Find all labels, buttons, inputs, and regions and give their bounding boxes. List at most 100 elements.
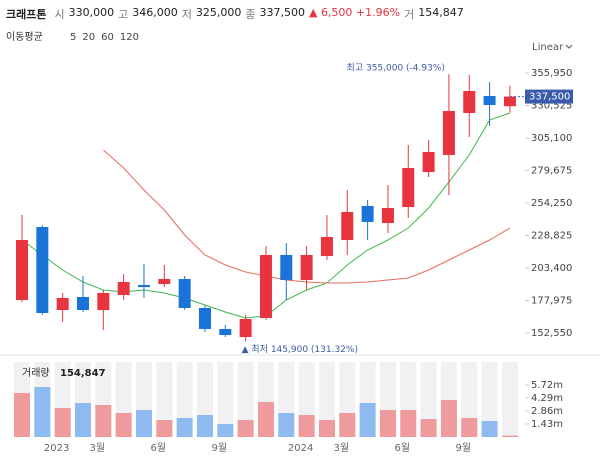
candle-body	[300, 254, 313, 280]
volume-bar	[95, 405, 112, 437]
y-tick-label: 2.86m	[531, 406, 563, 417]
candle-body	[259, 254, 272, 319]
candle-body	[361, 205, 374, 223]
volume-column-bg	[318, 362, 335, 437]
y-tick-label: 330,525	[531, 100, 572, 111]
price-value: 346,000	[132, 6, 178, 19]
x-tick-label: 2023	[44, 443, 69, 454]
volume-column-bg	[481, 362, 498, 437]
volume-bar	[14, 393, 30, 437]
volume-bar	[440, 400, 457, 437]
legend-entry: 60	[101, 32, 114, 43]
candle-body	[117, 281, 130, 295]
candle-body	[219, 328, 232, 335]
price-value: 337,500	[259, 6, 305, 19]
price-label: 시	[54, 8, 65, 21]
legend-entry: 120	[120, 32, 139, 43]
x-tick-label: 9월	[212, 442, 228, 454]
candle-body	[483, 96, 496, 106]
candle-body	[239, 318, 252, 337]
volume-bar	[420, 419, 437, 437]
volume-bar	[318, 420, 335, 437]
candle-body	[56, 297, 69, 311]
y-tick-label: 355,950	[531, 68, 572, 79]
volume-bar	[217, 424, 234, 437]
volume-bar	[461, 418, 478, 437]
candle-body	[422, 151, 435, 172]
y-tick-label: 279,675	[531, 165, 572, 176]
price-value: 330,000	[68, 6, 115, 19]
scale-mode: Linear	[532, 42, 564, 53]
high-annotation: 최고 355,000 (-4.93%)	[347, 63, 445, 74]
y-tick-label: 203,400	[531, 263, 572, 274]
volume-title: 거래량	[22, 367, 50, 379]
x-tick-label: 9월	[455, 442, 471, 454]
low-annotation: ▲ 최저 145,900 (131.32%)	[242, 344, 358, 355]
y-tick-label: 1.43m	[531, 419, 563, 430]
candle-body	[16, 240, 28, 300]
x-tick-label: 6월	[394, 442, 410, 454]
candle-body	[137, 284, 150, 288]
volume-bar	[135, 410, 152, 437]
candle-body	[381, 207, 394, 224]
header: 크래프톤 시 330,000 고 346,000 저 325,000 종 337,500 ▲ 6,…	[6, 6, 464, 22]
price-label: 고	[118, 8, 129, 21]
candle-body	[36, 227, 49, 313]
volume-bar	[115, 413, 132, 437]
volume-bar	[278, 413, 295, 437]
legend-entry: 20	[82, 32, 95, 43]
volume-bar	[237, 420, 254, 437]
volume-column-bg	[501, 362, 518, 437]
volume-column-bg	[156, 362, 173, 437]
candle-body	[341, 211, 354, 241]
legend-entry: 5	[70, 32, 76, 43]
volume-label: 거	[404, 8, 415, 21]
volume-column-bg	[420, 362, 437, 437]
volume-bar	[339, 413, 356, 437]
candle-body	[503, 96, 516, 107]
price-change: ▲ 6,500 +1.96%	[308, 6, 401, 19]
stock-name: 크래프톤	[6, 8, 47, 21]
volume-bar	[176, 418, 193, 437]
price-value: 325,000	[195, 6, 242, 19]
last-price-tag	[525, 89, 573, 104]
x-tick-label: 2024	[288, 443, 313, 454]
y-tick-label: 228,825	[531, 230, 572, 241]
candle-body	[280, 254, 293, 280]
candle-body	[76, 297, 89, 311]
candle-body	[198, 307, 211, 329]
volume-value: 154,847	[418, 6, 464, 19]
volume-bar	[196, 415, 213, 437]
volume-bar	[34, 387, 51, 437]
volume-bar	[298, 415, 315, 437]
volume-latest: 154,847	[60, 368, 106, 379]
y-tick-label: 177,975	[531, 295, 572, 306]
legend-title: 이동평균	[6, 31, 43, 43]
price-label: 저	[181, 8, 192, 21]
candle-body	[158, 279, 171, 285]
volume-column-bg	[217, 362, 234, 437]
last-price-label: 337,500	[529, 92, 570, 103]
candle-body	[402, 167, 415, 207]
volume-bar	[257, 402, 274, 437]
volume-bar	[74, 403, 91, 437]
candle-body	[463, 90, 476, 113]
volume-bar	[379, 410, 396, 437]
x-tick-label: 3월	[333, 442, 349, 454]
volume-bar	[400, 410, 417, 437]
candle-body	[178, 279, 191, 308]
candle-body	[320, 236, 333, 256]
candle-body	[97, 292, 110, 311]
candle-body	[442, 110, 455, 155]
volume-bar	[501, 435, 518, 437]
volume-bar	[54, 408, 71, 437]
price-label: 종	[245, 8, 256, 21]
x-tick-label: 3월	[90, 442, 106, 454]
y-tick-label: 152,550	[531, 328, 572, 339]
dropdown-chevron	[565, 44, 573, 49]
volume-bar	[481, 421, 498, 437]
y-tick-label: 254,250	[531, 198, 572, 209]
y-tick-label: 4.29m	[531, 393, 563, 404]
